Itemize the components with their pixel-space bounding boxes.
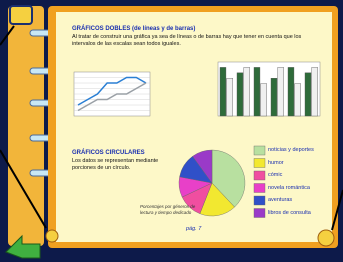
legend-swatch (254, 171, 265, 180)
bar-chart-plot (218, 62, 320, 116)
legend-swatch (254, 209, 265, 218)
bar (254, 67, 260, 116)
prev-page-button[interactable] (46, 230, 58, 242)
bar (271, 78, 277, 116)
legend-label: libros de consulta (268, 210, 311, 217)
bar (288, 67, 294, 116)
next-button[interactable] (318, 230, 334, 246)
menu-button[interactable] (10, 6, 32, 24)
legend-label: cómic (268, 172, 282, 179)
legend-label: novela romántica (268, 185, 310, 192)
section-title: GRÁFICOS DOBLES (de líneas y de barras) (72, 26, 195, 33)
binder-spine (8, 6, 44, 246)
bar (220, 67, 226, 116)
legend-label: aventuras (268, 197, 292, 204)
bar (305, 73, 311, 116)
bar (244, 67, 250, 116)
bar (261, 84, 267, 116)
pie-caption: Porcentajes por géneros de lectura y tie… (140, 204, 200, 215)
page-number: pág. 7 (186, 226, 201, 233)
bar (227, 78, 233, 116)
app-screen: GRÁFICOS DOBLES (de líneas y de barras) … (0, 0, 343, 262)
legend-label: humor (268, 160, 284, 167)
legend-label: noticias y deportes (268, 147, 314, 154)
bar (278, 67, 284, 116)
section-text: Los datos se representan mediante porcio… (72, 158, 162, 171)
section-text: Al tratar de construir una gráfica ya se… (72, 34, 322, 47)
section-title: GRÁFICOS CIRCULARES (72, 150, 145, 157)
bar (295, 84, 301, 116)
legend-swatch (254, 159, 265, 168)
legend-swatch (254, 184, 265, 193)
bar (237, 73, 243, 116)
legend-swatch (254, 196, 265, 205)
bar (312, 67, 318, 116)
legend-swatch (254, 146, 265, 155)
